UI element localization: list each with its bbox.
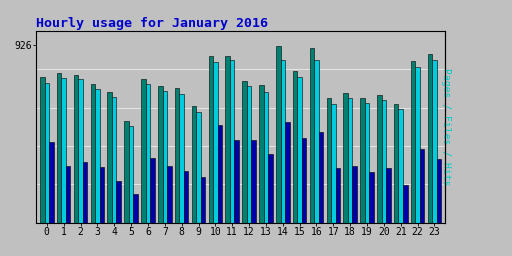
Bar xyxy=(302,138,307,223)
Bar xyxy=(133,194,138,223)
Bar xyxy=(141,79,145,223)
Bar xyxy=(196,112,201,223)
Bar xyxy=(83,162,88,223)
Y-axis label: Pages / Files / Hits: Pages / Files / Hits xyxy=(441,68,451,185)
Bar xyxy=(57,73,61,223)
Bar xyxy=(360,98,365,223)
Bar xyxy=(251,140,256,223)
Bar xyxy=(420,149,424,223)
Bar xyxy=(432,59,437,223)
Bar xyxy=(276,46,281,223)
Bar xyxy=(112,97,117,223)
Bar xyxy=(369,172,374,223)
Bar xyxy=(281,59,285,223)
Bar xyxy=(437,159,441,223)
Bar xyxy=(175,88,179,223)
Bar xyxy=(74,75,78,223)
Bar xyxy=(66,166,71,223)
Bar xyxy=(201,177,205,223)
Bar xyxy=(268,154,273,223)
Bar xyxy=(45,82,49,223)
Bar xyxy=(124,121,129,223)
Bar xyxy=(78,79,83,223)
Bar xyxy=(91,84,95,223)
Bar xyxy=(259,86,264,223)
Bar xyxy=(327,98,331,223)
Bar xyxy=(381,100,386,223)
Bar xyxy=(100,167,104,223)
Bar xyxy=(213,62,218,223)
Bar xyxy=(314,59,319,223)
Bar xyxy=(285,122,290,223)
Bar xyxy=(398,110,403,223)
Bar xyxy=(158,87,162,223)
Bar xyxy=(150,158,155,223)
Bar xyxy=(145,84,150,223)
Bar xyxy=(310,48,314,223)
Bar xyxy=(297,77,302,223)
Bar xyxy=(319,133,323,223)
Bar xyxy=(117,182,121,223)
Bar xyxy=(293,71,297,223)
Bar xyxy=(365,103,369,223)
Bar xyxy=(61,78,66,223)
Bar xyxy=(428,54,432,223)
Bar xyxy=(218,125,222,223)
Bar xyxy=(403,185,408,223)
Bar xyxy=(247,87,251,223)
Bar xyxy=(348,98,352,223)
Bar xyxy=(208,56,213,223)
Bar xyxy=(415,67,420,223)
Bar xyxy=(242,81,247,223)
Bar xyxy=(234,140,239,223)
Bar xyxy=(394,104,398,223)
Bar xyxy=(264,92,268,223)
Bar xyxy=(167,166,172,223)
Bar xyxy=(40,77,45,223)
Bar xyxy=(129,126,133,223)
Bar xyxy=(225,56,230,223)
Bar xyxy=(49,142,54,223)
Text: Hourly usage for January 2016: Hourly usage for January 2016 xyxy=(36,17,268,29)
Bar xyxy=(230,60,234,223)
Bar xyxy=(191,105,196,223)
Bar xyxy=(336,168,340,223)
Bar xyxy=(162,91,167,223)
Bar xyxy=(386,168,391,223)
Bar xyxy=(352,166,357,223)
Bar xyxy=(411,61,415,223)
Bar xyxy=(331,104,336,223)
Bar xyxy=(344,93,348,223)
Bar xyxy=(179,94,184,223)
Bar xyxy=(108,92,112,223)
Bar xyxy=(184,171,188,223)
Bar xyxy=(377,95,381,223)
Bar xyxy=(95,89,100,223)
